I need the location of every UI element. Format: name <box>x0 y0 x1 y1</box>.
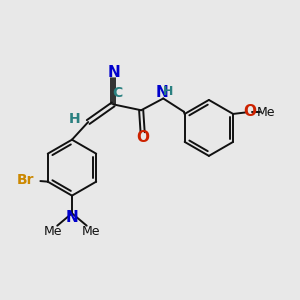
Text: Br: Br <box>17 173 34 187</box>
Text: C: C <box>112 85 123 100</box>
Text: Me: Me <box>44 225 62 238</box>
Text: Me: Me <box>257 106 275 119</box>
Text: H: H <box>164 85 174 98</box>
Text: O: O <box>243 104 256 119</box>
Text: Me: Me <box>82 225 100 238</box>
Text: N: N <box>66 210 78 225</box>
Text: O: O <box>136 130 149 145</box>
Text: H: H <box>69 112 81 126</box>
Text: N: N <box>155 85 168 100</box>
Text: N: N <box>108 65 121 80</box>
